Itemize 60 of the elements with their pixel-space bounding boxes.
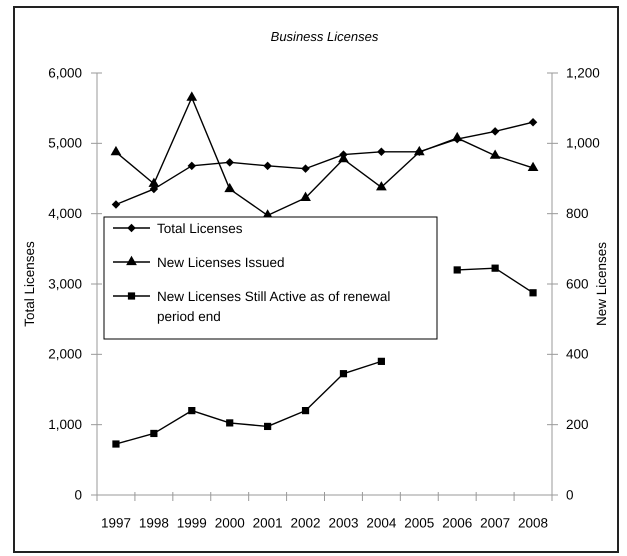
point [454,266,461,274]
point [528,162,538,172]
point [188,406,196,414]
point [188,162,196,170]
y2-tick-label: 200 [566,416,589,432]
x-tick-label: 2007 [480,516,510,531]
point [378,358,385,365]
point [376,181,387,190]
legend-label: New Licenses Still Active as of renewal period end [157,289,390,324]
x-tick-label: 2005 [404,516,434,531]
x-tick-label: 2002 [290,516,321,531]
point [528,118,538,126]
point [226,419,234,427]
point [300,192,311,201]
point [148,178,160,187]
point [224,182,236,192]
x-tick-label: 2006 [442,516,472,531]
point [301,164,310,173]
y2-tick-label: 1,200 [566,65,600,80]
y2-tick-label: 400 [566,346,589,362]
point [452,132,463,142]
point [225,158,234,167]
y-tick-label: 1,000 [48,416,82,432]
y-tick-label: 3,000 [48,276,82,292]
x-tick-label: 2003 [328,516,358,531]
x-tick-label: 1999 [176,516,207,531]
x-tick-label: 2001 [252,516,283,531]
y2-tick-label: 800 [566,206,589,221]
x-tick-label: 1998 [138,516,169,531]
y2-axis-title: New Licenses [594,242,609,326]
point [112,440,120,448]
y-tick-label: 0 [74,487,82,502]
x-tick-label: 2008 [518,516,548,531]
point [110,146,122,156]
y2-tick-label: 1,000 [566,136,600,151]
legend-label: New Licenses Issued [157,255,285,270]
point [490,149,500,159]
point [340,370,348,378]
y2-tick-label: 600 [566,276,589,292]
point [150,430,158,438]
point [529,289,537,296]
point [377,148,386,156]
y-tick-label: 2,000 [48,346,82,362]
y2-tick-label: 0 [566,487,574,502]
point [264,422,272,430]
y-tick-label: 4,000 [48,206,82,221]
y-tick-label: 6,000 [48,65,82,80]
y-axis-title: Total Licenses [22,240,37,327]
x-tick-label: 1997 [100,516,131,531]
legend-label: Total Licenses [157,221,243,236]
y-tick-label: 5,000 [48,136,82,151]
point [492,264,499,272]
point [302,406,310,414]
x-tick-label: 2000 [214,516,245,531]
point [186,91,198,101]
point [263,162,272,170]
point [490,127,500,136]
x-tick-label: 2004 [366,516,397,531]
point [112,200,120,209]
chart-title: Business Licenses [270,29,379,44]
